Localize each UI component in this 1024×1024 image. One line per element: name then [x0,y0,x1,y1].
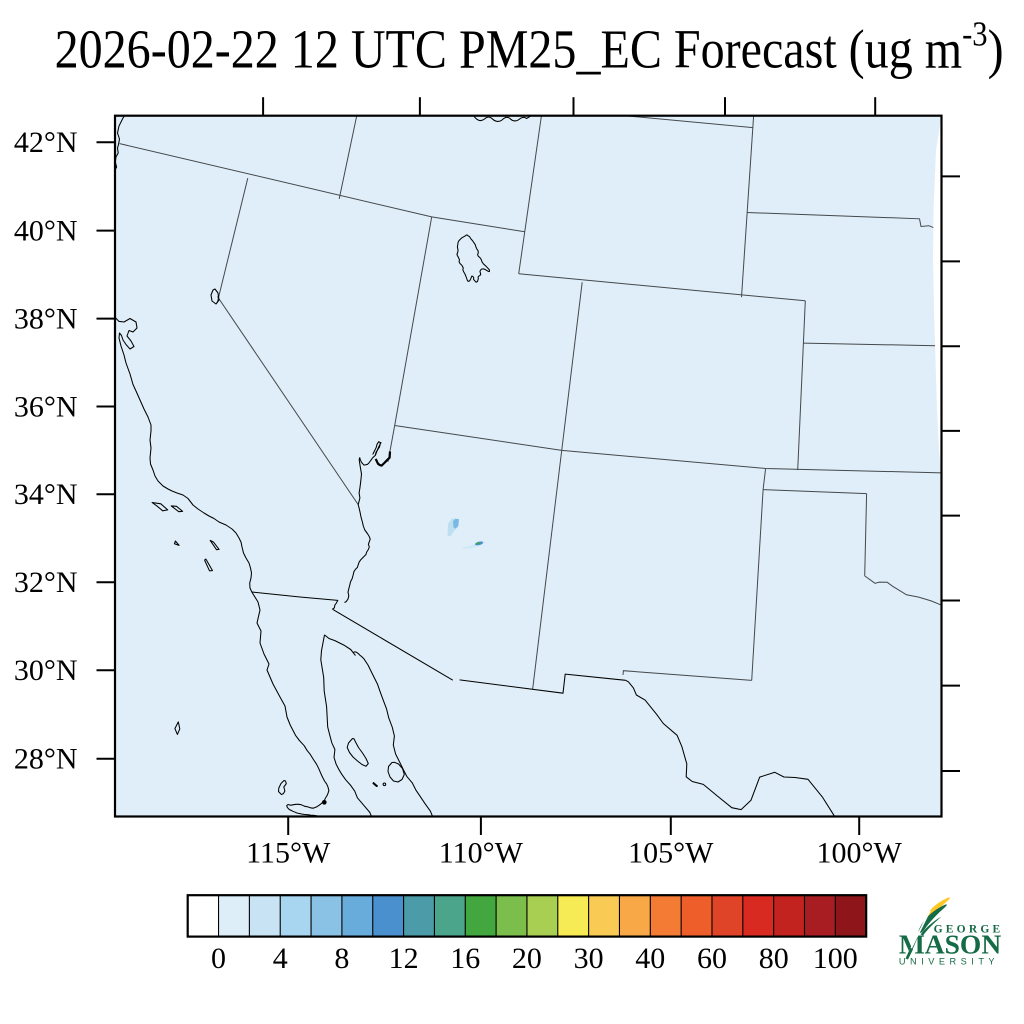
svg-text:12: 12 [389,942,419,975]
svg-text:105°W: 105°W [628,837,714,870]
svg-text:100: 100 [813,942,858,975]
svg-text:32°N: 32°N [14,566,78,599]
svg-text:40: 40 [635,942,665,975]
svg-text:42°N: 42°N [14,126,78,159]
svg-text:36°N: 36°N [14,390,78,423]
svg-text:100°W: 100°W [817,837,903,870]
svg-text:30: 30 [574,942,604,975]
svg-text:MASON: MASON [899,928,1002,959]
svg-text:34°N: 34°N [14,478,78,511]
svg-text:40°N: 40°N [14,214,78,247]
svg-text:80: 80 [759,942,789,975]
svg-text:UNIVERSITY: UNIVERSITY [899,956,999,966]
svg-text:60: 60 [697,942,727,975]
svg-text:38°N: 38°N [14,302,78,335]
svg-text:110°W: 110°W [439,837,524,870]
svg-text:4: 4 [273,942,288,975]
svg-text:20: 20 [512,942,542,975]
svg-text:0: 0 [211,942,226,975]
svg-text:28°N: 28°N [14,743,78,776]
svg-text:30°N: 30°N [14,654,78,687]
svg-text:115°W: 115°W [246,837,331,870]
svg-text:2026-02-22 12 UTC PM25_EC Fore: 2026-02-22 12 UTC PM25_EC Forecast (ug m… [55,15,1004,80]
svg-text:8: 8 [334,942,349,975]
svg-text:16: 16 [450,942,480,975]
svg-text:GEORGE: GEORGE [934,923,1004,935]
